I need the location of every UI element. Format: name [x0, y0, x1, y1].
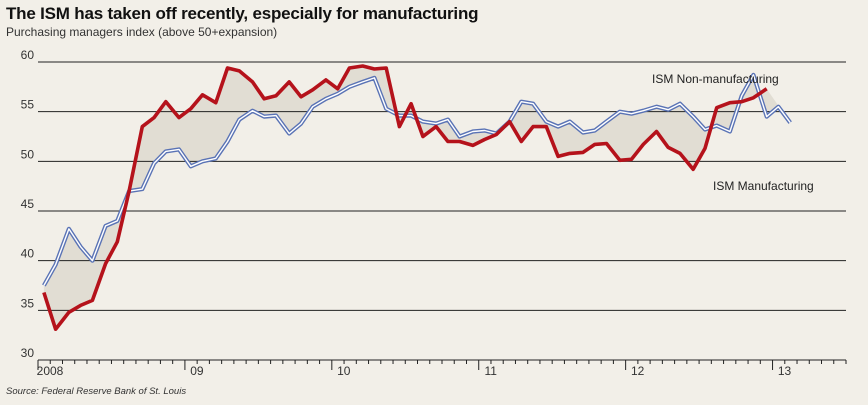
y-tick-label-30: 30	[21, 346, 35, 360]
y-tick-label-55: 55	[21, 98, 35, 112]
x-axis: 2008 09 10 11 12 13	[37, 360, 847, 378]
series-lines	[42, 64, 792, 331]
chart-title: The ISM has taken off recently, especial…	[6, 4, 479, 23]
y-tick-label-60: 60	[21, 48, 35, 62]
series-line-ism-manufacturing	[42, 64, 768, 331]
x-tick-label-10: 10	[337, 364, 351, 378]
y-axis-tick-labels: 30 35 40 45 50 55 60	[21, 48, 35, 360]
x-tick-label-13: 13	[778, 364, 792, 378]
y-tick-label-50: 50	[21, 147, 35, 161]
series-annotations: ISM Non-manufacturing ISM Manufacturing	[652, 72, 814, 193]
y-tick-label-45: 45	[21, 197, 35, 211]
source-note: Source: Federal Reserve Bank of St. Loui…	[6, 386, 187, 397]
annotation-ism-manufacturing: ISM Manufacturing	[713, 179, 814, 193]
x-tick-label-12: 12	[631, 364, 645, 378]
series-line-ism-non-manufacturing	[42, 72, 792, 287]
chart-subtitle: Purchasing managers index (above 50+expa…	[6, 25, 278, 39]
annotation-ism-non-manufacturing: ISM Non-manufacturing	[652, 72, 779, 86]
y-tick-label-35: 35	[21, 296, 35, 310]
x-tick-label-2008: 2008	[37, 364, 64, 378]
x-tick-label-11: 11	[484, 364, 497, 378]
y-tick-label-40: 40	[21, 247, 35, 261]
x-tick-label-09: 09	[190, 364, 204, 378]
